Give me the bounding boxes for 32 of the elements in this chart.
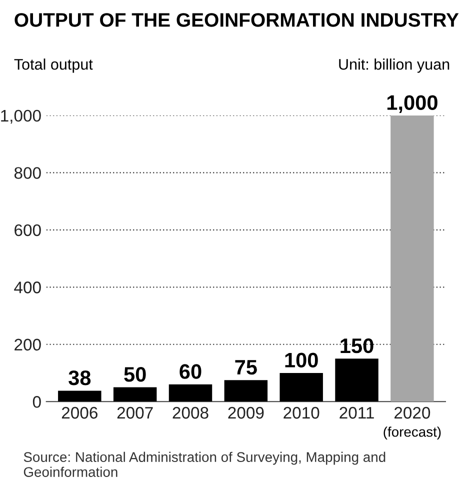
data-label: 1,000 [387, 95, 438, 113]
y-axis-title: Total output [14, 58, 93, 73]
x-tick-label: 2010 [284, 406, 320, 419]
text: Unit: billion yuan [339, 58, 450, 73]
source-note: Source: National Administration of Surveying, Mapping and Geoinformation [24, 452, 386, 477]
x-tick-label: 2009 [228, 406, 264, 419]
chart-title: OUTPUT OF THE GEOINFORMATION INDUSTRY [14, 13, 459, 27]
x-tick-label: 2008 [172, 406, 208, 419]
text: (forecast) [384, 426, 441, 440]
data-label: 60 [180, 364, 202, 379]
y-tick-label: 1,000 [1, 110, 41, 124]
bar [280, 372, 323, 402]
bar [168, 384, 212, 402]
data-label: 75 [235, 360, 257, 375]
y-tick-label: 0 [32, 396, 41, 408]
bar [113, 387, 157, 402]
y-tick-label: 200 [14, 338, 41, 351]
data-label: 100 [285, 352, 318, 368]
y-tick-label: 800 [14, 167, 41, 179]
bar [335, 358, 378, 402]
y-tick-label: 600 [14, 224, 41, 236]
bar [224, 380, 268, 402]
data-label: 38 [68, 370, 91, 386]
data-label: 150 [340, 338, 374, 354]
bar [390, 115, 434, 402]
x-tick-label: 2006 [62, 406, 98, 419]
x-tick-label: 2020 [394, 406, 430, 419]
x-tick-label: 2011 [340, 406, 374, 419]
data-label: 50 [124, 367, 146, 382]
bar [58, 390, 102, 402]
y-tick-label: 400 [14, 282, 41, 294]
x-tick-label: 2007 [117, 406, 153, 419]
